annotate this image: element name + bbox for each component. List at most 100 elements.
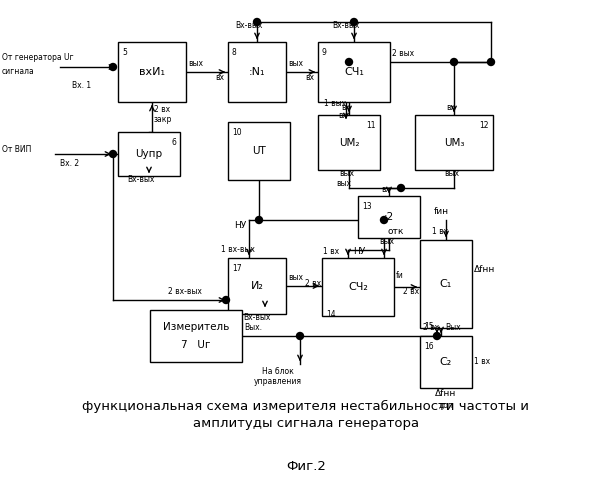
Text: Фиг.2: Фиг.2 bbox=[286, 460, 326, 473]
Text: вых: вых bbox=[339, 168, 354, 177]
Text: 17: 17 bbox=[232, 264, 242, 273]
Text: вых: вых bbox=[188, 58, 203, 68]
Circle shape bbox=[381, 216, 387, 224]
Text: 14: 14 bbox=[326, 310, 336, 319]
Text: вхИ₁: вхИ₁ bbox=[139, 67, 165, 77]
Text: доп: доп bbox=[438, 400, 454, 409]
Text: Вх. 1: Вх. 1 bbox=[72, 80, 91, 90]
Text: закр: закр bbox=[154, 114, 172, 124]
Text: fин: fин bbox=[434, 208, 449, 216]
Text: На блок: На блок bbox=[262, 366, 294, 376]
Text: 1 вх-вых: 1 вх-вых bbox=[221, 246, 255, 254]
Text: отк: отк bbox=[387, 228, 403, 236]
Text: И₂: И₂ bbox=[251, 281, 264, 291]
Text: функциональная схема измерителя нестабильности частоты и
амплитуды сигнала генер: функциональная схема измерителя нестабил… bbox=[83, 400, 530, 430]
Bar bbox=[318, 42, 390, 102]
Text: 8: 8 bbox=[232, 48, 237, 57]
Text: 9: 9 bbox=[322, 48, 327, 57]
Text: UМ₂: UМ₂ bbox=[339, 138, 359, 147]
Circle shape bbox=[256, 216, 262, 224]
Text: 1 вх: 1 вх bbox=[474, 358, 490, 366]
Text: 1 вх: 1 вх bbox=[432, 228, 448, 236]
Text: UМ₃: UМ₃ bbox=[444, 138, 464, 147]
Bar bbox=[358, 196, 420, 238]
Text: 2 вх: 2 вх bbox=[423, 324, 439, 332]
Text: 2 вх: 2 вх bbox=[154, 104, 170, 114]
Text: 15: 15 bbox=[424, 322, 433, 331]
Text: Вх. 2: Вх. 2 bbox=[60, 160, 79, 168]
Text: вых: вых bbox=[336, 178, 351, 188]
Text: 2 вых: 2 вых bbox=[392, 48, 414, 58]
Text: 11: 11 bbox=[367, 121, 376, 130]
Text: НУ: НУ bbox=[234, 220, 246, 230]
Bar bbox=[415, 115, 493, 170]
Text: Вх-вых: Вх-вых bbox=[332, 20, 359, 30]
Text: сигнала: сигнала bbox=[2, 66, 35, 76]
Circle shape bbox=[254, 18, 261, 26]
Circle shape bbox=[397, 184, 405, 192]
Text: Вых.: Вых. bbox=[244, 324, 262, 332]
Text: СЧ₁: СЧ₁ bbox=[344, 67, 364, 77]
Bar bbox=[420, 240, 472, 328]
Text: Δfнн: Δfнн bbox=[435, 388, 457, 398]
Text: fи: fи bbox=[396, 272, 404, 280]
Bar bbox=[322, 258, 394, 316]
Text: СЧ₂: СЧ₂ bbox=[348, 282, 368, 292]
Text: вх: вх bbox=[446, 104, 455, 112]
Text: управления: управления bbox=[254, 378, 302, 386]
Text: :N₁: :N₁ bbox=[249, 67, 265, 77]
Text: 6: 6 bbox=[171, 138, 176, 147]
Text: :2: :2 bbox=[384, 212, 394, 222]
Bar bbox=[228, 42, 286, 102]
Text: вх: вх bbox=[305, 72, 314, 82]
Text: От ВИП: От ВИП bbox=[2, 144, 31, 154]
Text: 10: 10 bbox=[232, 128, 242, 137]
Text: 2 вх: 2 вх bbox=[305, 280, 321, 288]
Bar bbox=[420, 336, 472, 388]
Text: C₂: C₂ bbox=[440, 357, 452, 367]
Circle shape bbox=[297, 332, 303, 340]
Text: 5: 5 bbox=[122, 48, 127, 57]
Circle shape bbox=[433, 332, 441, 340]
Text: вх: вх bbox=[381, 184, 390, 194]
Text: вых: вых bbox=[288, 274, 303, 282]
Text: Вх-вых: Вх-вых bbox=[243, 312, 270, 322]
Circle shape bbox=[110, 64, 116, 70]
Text: вх: вх bbox=[338, 110, 347, 120]
Circle shape bbox=[351, 18, 357, 26]
Text: C₁: C₁ bbox=[440, 279, 452, 289]
Circle shape bbox=[223, 296, 229, 304]
Bar bbox=[228, 258, 286, 314]
Bar bbox=[118, 132, 180, 176]
Text: 1 вых: 1 вых bbox=[324, 100, 346, 108]
Text: 2 вх-вых: 2 вх-вых bbox=[168, 288, 202, 296]
Text: вых: вых bbox=[379, 236, 394, 246]
Bar bbox=[318, 115, 380, 170]
Circle shape bbox=[346, 58, 352, 66]
Text: Вх-вых: Вх-вых bbox=[127, 174, 154, 184]
Text: UТ: UТ bbox=[252, 146, 266, 156]
Text: 13: 13 bbox=[362, 202, 371, 211]
Text: 1 вх: 1 вх bbox=[323, 246, 339, 256]
Text: Вых: Вых bbox=[445, 324, 460, 332]
Text: 7   Uг: 7 Uг bbox=[181, 340, 211, 349]
Circle shape bbox=[487, 58, 495, 66]
Text: 16: 16 bbox=[424, 342, 433, 351]
Bar bbox=[118, 42, 186, 102]
Text: вх: вх bbox=[215, 72, 224, 82]
Text: От генератора Uг: От генератора Uг bbox=[2, 54, 74, 62]
Text: Измеритель: Измеритель bbox=[163, 322, 229, 332]
Text: вых: вых bbox=[288, 58, 303, 68]
Text: вых: вых bbox=[444, 168, 459, 177]
Text: Вх-вых: Вх-вых bbox=[235, 20, 262, 30]
Text: вх: вх bbox=[341, 104, 350, 112]
Text: Uупр: Uупр bbox=[135, 149, 162, 159]
Text: НУ: НУ bbox=[353, 246, 365, 256]
Circle shape bbox=[451, 58, 457, 66]
Bar bbox=[150, 310, 242, 362]
Circle shape bbox=[110, 150, 116, 158]
Text: 2 вх: 2 вх bbox=[403, 286, 419, 296]
Text: 12: 12 bbox=[479, 121, 489, 130]
Bar bbox=[228, 122, 290, 180]
Text: Δfнн: Δfнн bbox=[474, 264, 495, 274]
